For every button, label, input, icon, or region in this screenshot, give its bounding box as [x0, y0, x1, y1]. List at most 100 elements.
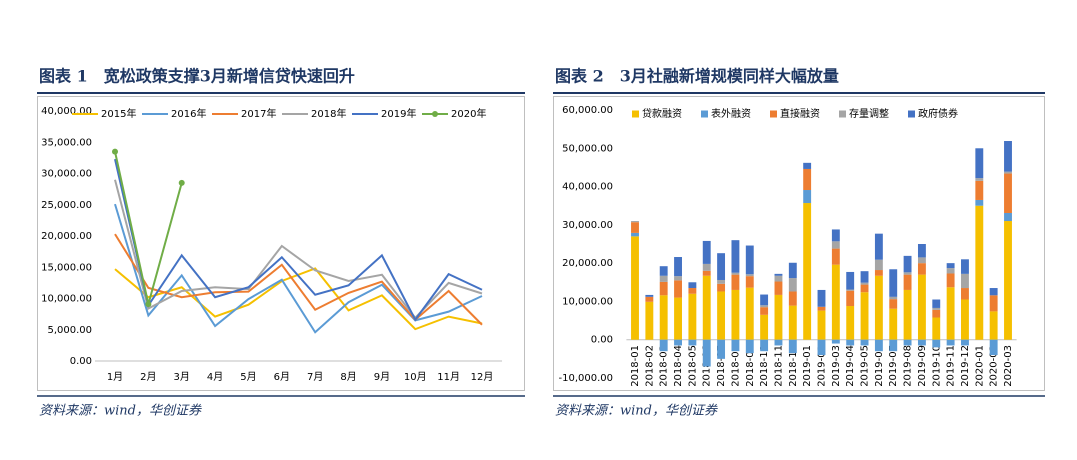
x-tick-label: 2019-02 [817, 345, 828, 387]
x-tick-label: 2018-11 [773, 345, 784, 387]
bar-segment [817, 289, 826, 307]
bar-segment [846, 339, 855, 346]
legend-marker [432, 111, 438, 117]
legend-swatch [908, 110, 915, 118]
bar-segment [860, 292, 869, 340]
bar-segment [717, 283, 726, 292]
bar-segment [760, 314, 769, 340]
y-tick-label: 10,000.00 [41, 294, 92, 305]
bar-segment [889, 308, 898, 340]
bar-segment [659, 295, 668, 340]
legend-label: 2015年 [101, 107, 136, 120]
x-tick-label: 2020-03 [1003, 345, 1014, 387]
x-tick-label: 2019-07 [888, 345, 899, 387]
bar-segment [989, 339, 998, 356]
source: 资料来源：wind，华创证券 [39, 404, 202, 419]
bar-segment [946, 339, 955, 346]
bar-segment [874, 275, 883, 340]
y-tick-label: 40,000.00 [41, 106, 92, 117]
x-tick-label: 2018-07 [716, 345, 727, 387]
bar-segment [745, 339, 754, 354]
bar-segment [860, 339, 869, 346]
bar-segment [803, 190, 812, 204]
bar-segment [760, 307, 769, 315]
bar-segment [903, 274, 912, 290]
x-tick-label: 2020-02 [989, 345, 1000, 387]
x-tick-label: 2018-01 [630, 345, 641, 387]
bar-segment [674, 280, 682, 298]
bar-segment [674, 339, 682, 346]
x-tick-label: 2019-10 [931, 345, 942, 387]
y-tick-label: -10,000.00 [558, 373, 613, 384]
bar-segment [731, 289, 740, 340]
x-tick-label: 2019-04 [845, 345, 856, 387]
bar-segment [788, 305, 797, 340]
x-tick-label: 2020-01 [974, 345, 985, 387]
bar-segment [831, 264, 840, 340]
bar-segment [659, 339, 668, 352]
chart-title: 图表 1 宽松政策支撑3月新增信贷快速回升 [39, 67, 355, 86]
bar-segment [961, 339, 969, 346]
y-tick-label: 10,000.00 [562, 296, 613, 307]
bar-segment [745, 287, 754, 340]
x-tick-label: 12月 [471, 371, 494, 383]
bar-segment [645, 294, 654, 297]
bar-segment [946, 263, 955, 269]
y-tick-label: 5,000.00 [47, 325, 92, 336]
bar-segment [989, 311, 998, 340]
bar-segment [874, 270, 883, 276]
y-tick-label: 40,000.00 [562, 182, 613, 193]
chart-title: 图表 2 3月社融新增规模同样大幅放量 [555, 67, 839, 86]
bar-segment [846, 271, 855, 290]
bar-segment [961, 273, 969, 289]
series-line [114, 151, 183, 305]
x-tick-label: 8月 [340, 371, 356, 383]
bar-segment [674, 297, 682, 340]
bar-segment [659, 266, 668, 276]
legend-label: 贷款融资 [642, 107, 682, 120]
x-tick-label: 10月 [404, 371, 427, 383]
legend-label: 2020年 [451, 107, 486, 120]
bar-segment [932, 317, 941, 340]
bar-segment [803, 168, 812, 191]
x-tick-label: 2019-03 [831, 345, 842, 387]
bar-segment [903, 339, 912, 346]
point [112, 148, 118, 155]
x-tick-label: 2019-08 [903, 345, 914, 387]
x-tick-label: 2018-04 [673, 345, 684, 387]
x-tick-label: 2018-05 [687, 345, 698, 387]
bar-segment [674, 257, 682, 277]
y-tick-label: 0.00 [70, 356, 92, 367]
x-tick-label: 2018-03 [659, 345, 670, 387]
bar-segment [831, 241, 840, 249]
bar-segment [961, 299, 969, 340]
x-tick-label: 3月 [174, 371, 190, 383]
bar-segment [1004, 171, 1012, 174]
bar-segment [846, 306, 855, 340]
bar-segment [702, 339, 711, 367]
bar-segment [946, 268, 955, 274]
bar-segment [774, 275, 783, 282]
x-tick-label: 6月 [274, 371, 290, 383]
bar-segment [1004, 212, 1012, 222]
bar-segment [889, 299, 898, 309]
bar-segment [702, 240, 711, 264]
bar-segment [702, 263, 711, 271]
bar-segment [702, 270, 711, 276]
bar-segment [961, 288, 969, 300]
bar-segment [817, 306, 826, 311]
x-tick-label: 9月 [374, 371, 390, 383]
legend-label: 直接融资 [780, 107, 820, 120]
x-tick-label: 2019-11 [946, 345, 957, 387]
x-tick-label: 2019-09 [917, 345, 928, 387]
y-tick-label: 20,000.00 [41, 231, 92, 242]
point [178, 179, 185, 186]
bar-segment [831, 339, 840, 344]
bar-segment [645, 301, 654, 340]
bar-segment [745, 276, 754, 288]
bar-segment [688, 293, 697, 340]
y-tick-label: 30,000.00 [41, 169, 92, 180]
x-tick-label: 11月 [437, 371, 460, 383]
bar-segment [788, 278, 797, 292]
